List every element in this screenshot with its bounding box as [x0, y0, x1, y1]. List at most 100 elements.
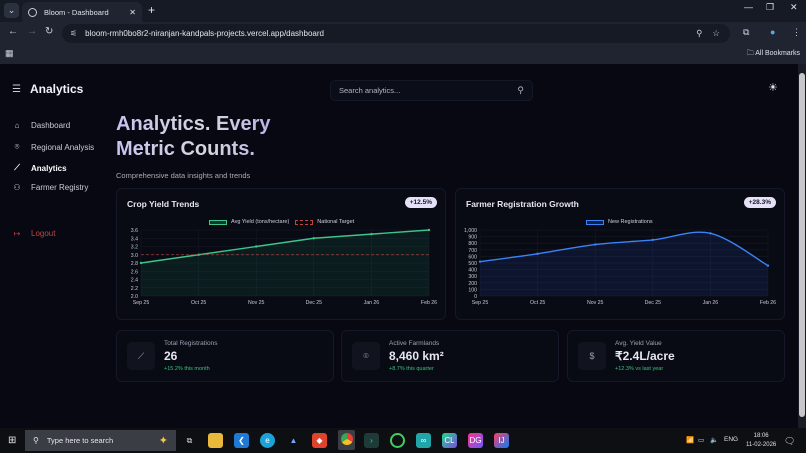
hamburger-menu-icon[interactable]: ☰ — [12, 83, 21, 95]
volume-icon[interactable]: 🔈 — [710, 437, 719, 444]
svg-text:2.0: 2.0 — [131, 294, 138, 300]
tab-search-button[interactable]: ⌄ — [4, 3, 19, 18]
brave-icon[interactable]: ◆ — [312, 433, 327, 448]
url-text[interactable]: bloom-rmh0bo8r2-niranjan-kandpals-projec… — [85, 29, 324, 38]
svg-text:200: 200 — [468, 281, 477, 287]
site-info-icon[interactable]: ⚟ — [70, 29, 78, 38]
search-input[interactable] — [339, 86, 518, 95]
svg-text:800: 800 — [468, 241, 477, 247]
page-subtitle: Comprehensive data insights and trends — [116, 171, 251, 180]
all-bookmarks-button[interactable]: 🗀 All Bookmarks — [746, 50, 800, 57]
clion-icon[interactable]: CL — [442, 433, 457, 448]
back-button[interactable]: ← — [8, 26, 18, 37]
task-view-icon[interactable]: ⧉ — [186, 436, 193, 445]
sidebar-item-label: Analytics — [31, 163, 67, 173]
tab-title: Bloom - Dashboard — [44, 7, 109, 17]
svg-text:400: 400 — [468, 268, 477, 274]
search-icon[interactable]: ⚲ — [517, 85, 524, 95]
system-clock[interactable]: 18:06 11-02-2026 — [746, 432, 776, 450]
notifications-icon[interactable]: 🗨 — [784, 436, 796, 446]
app-ring-icon[interactable] — [390, 433, 405, 448]
theme-toggle-sun-icon[interactable]: ☀ — [768, 82, 778, 94]
legend-swatch-national-target[interactable] — [295, 219, 314, 225]
svg-text:Jan 26: Jan 26 — [364, 300, 380, 306]
browser-chrome: ⌄ Bloom - Dashboard ✕ + — ❐ ✕ ← → ↻ ⚟ bl… — [0, 0, 806, 64]
bookmark-star-icon[interactable]: ☆ — [712, 28, 720, 38]
network-icon[interactable]: 📶 — [686, 437, 695, 444]
reload-button[interactable]: ↻ — [45, 26, 54, 37]
home-icon: ⌂ — [14, 121, 20, 130]
search-bar[interactable]: ⚲ — [330, 80, 533, 101]
svg-text:Dec 25: Dec 25 — [306, 300, 323, 306]
sidebar-header: ☰ Analytics — [12, 82, 83, 96]
svg-text:2.6: 2.6 — [131, 269, 138, 275]
svg-text:700: 700 — [468, 248, 477, 254]
close-window-button[interactable]: ✕ — [790, 2, 798, 12]
arduino-icon[interactable]: ∞ — [416, 433, 431, 448]
sidebar-item-regional-analysis[interactable]: ⌾ Regional Analysis — [12, 142, 95, 152]
terminal-app-icon[interactable]: › — [364, 433, 379, 448]
svg-text:0: 0 — [474, 294, 477, 300]
svg-text:600: 600 — [468, 254, 477, 260]
datagrip-icon[interactable]: DG — [468, 433, 483, 448]
taskbar-search[interactable]: ⚲ Type here to search ✦ — [25, 430, 176, 451]
svg-text:Oct 25: Oct 25 — [530, 300, 545, 306]
profile-avatar[interactable]: ● — [770, 27, 776, 37]
page-title-line1: Analytics. Every — [116, 113, 271, 135]
browser-tab[interactable]: Bloom - Dashboard ✕ — [22, 2, 142, 22]
stat-value: ₹2.4L/acre — [615, 349, 675, 363]
sparkle-icon: ✦ — [158, 435, 168, 447]
vscode-icon[interactable]: ❮ — [234, 433, 249, 448]
edge-icon[interactable]: e — [260, 433, 275, 448]
new-tab-button[interactable]: + — [148, 3, 156, 17]
chart-line-icon: ⟋ — [127, 342, 155, 370]
intellij-icon[interactable]: IJ — [494, 433, 509, 448]
restore-button[interactable]: ❐ — [766, 2, 775, 12]
svg-text:Dec 25: Dec 25 — [645, 300, 662, 306]
stat-label: Active Farmlands — [389, 340, 440, 347]
sidebar-item-analytics[interactable]: ⟋ Analytics — [12, 163, 67, 173]
svg-text:Nov 25: Nov 25 — [248, 300, 265, 306]
page-scrollbar[interactable] — [798, 64, 806, 428]
language-indicator[interactable]: ENG — [724, 436, 739, 443]
stat-change: +15.2% this month — [164, 366, 210, 372]
legend-label: Avg Yield (tons/hectare) — [231, 219, 290, 225]
battery-icon[interactable]: ▭ — [698, 437, 705, 444]
svg-text:Feb 26: Feb 26 — [421, 300, 437, 306]
legend-label: New Registrations — [608, 219, 653, 225]
svg-text:Sep 25: Sep 25 — [472, 300, 489, 306]
windows-start-icon[interactable]: ⊞ — [8, 435, 17, 446]
minimize-button[interactable]: — — [744, 2, 753, 12]
clock-date: 11-02-2026 — [746, 442, 777, 448]
stat-value: 8,460 km² — [389, 349, 444, 363]
file-explorer-icon[interactable] — [208, 433, 223, 448]
sidebar-item-farmer-registry[interactable]: ⚇ Farmer Registry — [12, 183, 88, 192]
all-bookmarks-label: All Bookmarks — [755, 50, 800, 57]
chrome-icon[interactable] — [338, 430, 355, 450]
logout-button[interactable]: ↦ Logout — [12, 229, 56, 238]
extensions-icon[interactable]: ⧉ — [743, 27, 750, 37]
close-tab-icon[interactable]: ✕ — [129, 7, 136, 17]
change-badge: +12.5% — [404, 197, 437, 208]
legend-swatch-avg-yield[interactable] — [209, 219, 227, 225]
sidebar-item-dashboard[interactable]: ⌂ Dashboard — [12, 121, 71, 130]
scrollbar-thumb[interactable] — [799, 73, 805, 417]
map-pin-icon: ⌾ — [14, 142, 20, 151]
sidebar-title: Analytics — [29, 82, 84, 96]
apps-grid-icon[interactable]: ▦ — [5, 48, 14, 58]
menu-kebab-icon[interactable]: ⋮ — [792, 27, 801, 37]
app-a-icon[interactable]: ▲ — [289, 436, 298, 445]
tab-strip: ⌄ Bloom - Dashboard ✕ + — ❐ ✕ — [0, 0, 806, 22]
svg-text:900: 900 — [468, 235, 477, 241]
svg-text:2.8: 2.8 — [131, 261, 138, 267]
address-bar[interactable]: ⚟ bloom-rmh0bo8r2-niranjan-kandpals-proj… — [62, 24, 730, 43]
farmer-registration-card: Farmer Registration Growth +28.3% New Re… — [455, 188, 785, 320]
logout-label: Logout — [31, 229, 56, 238]
zoom-icon[interactable]: ⚲ — [696, 28, 703, 38]
legend-swatch-new-registrations[interactable] — [586, 219, 604, 225]
svg-text:3.0: 3.0 — [131, 253, 138, 259]
map-pin-icon: ⌾ — [352, 342, 380, 370]
forward-button[interactable]: → — [27, 26, 37, 37]
